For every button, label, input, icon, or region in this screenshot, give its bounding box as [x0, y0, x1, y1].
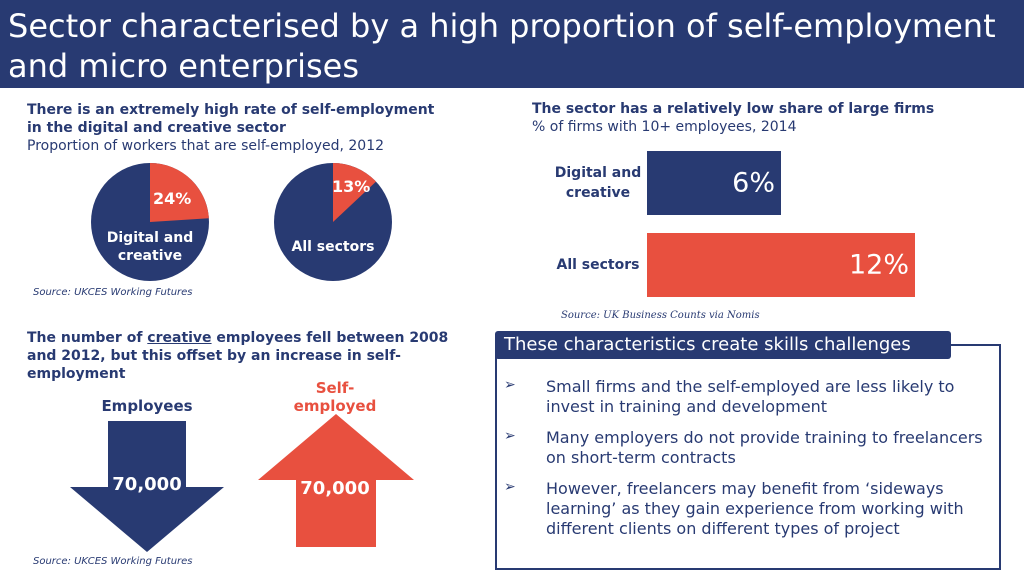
pie-all-sectors-label: All sectors: [291, 239, 375, 255]
bullet-arrow-icon: ➢: [504, 479, 516, 495]
bar-category-label: Digital and creative: [554, 165, 642, 201]
bullet-arrow-icon: ➢: [504, 428, 516, 444]
employment-change-source: Source: UKCES Working Futures: [33, 556, 193, 567]
bullet-arrow-icon: ➢: [504, 377, 516, 393]
large-firms-heading: The sector has a relatively low share of…: [532, 101, 935, 117]
large-firms-source: Source: UK Business Counts via Nomis: [561, 310, 760, 321]
employment-change-heading: The number of creative employees fell be…: [27, 329, 467, 383]
employment-change-heading-post: employees fell between 2008 and 2012, bu…: [27, 330, 449, 382]
self-employment-subheading: Proportion of workers that are self-empl…: [27, 138, 385, 154]
self-employed-value: 70,000: [300, 478, 370, 499]
self-employment-source: Source: UKCES Working Futures: [33, 287, 193, 298]
pie-all-sectors-slice: [333, 163, 377, 222]
pie-digital-creative-slice: [150, 163, 209, 222]
employees-label: Employees: [101, 397, 193, 415]
pie-digital-creative-label: Digital and creative: [106, 230, 194, 264]
pie-digital-creative: [91, 163, 209, 281]
bar-category-label: All sectors: [556, 257, 640, 273]
employment-change-heading-pre: The number of: [27, 330, 148, 346]
large-firms-subheading: % of firms with 10+ employees, 2014: [532, 119, 797, 135]
bar-1: 12%: [647, 233, 915, 297]
bar-0: 6%: [647, 151, 781, 215]
employment-change-heading-underlined: creative: [147, 330, 212, 346]
bar-value-label: 12%: [848, 249, 909, 281]
page-title: Sector characterised by a high proportio…: [8, 7, 996, 85]
pie-all-sectors: [274, 163, 392, 281]
self-employment-heading: There is an extremely high rate of self-…: [27, 102, 435, 136]
bar-value-label: 6%: [732, 167, 775, 199]
self-employed-label: Self- employed: [293, 379, 377, 415]
skills-item: Many employers do not provide training t…: [546, 428, 983, 467]
header-bar: Sector characterised by a high proportio…: [0, 0, 1024, 88]
employees-value: 70,000: [112, 474, 182, 495]
down-arrow-icon: [70, 421, 224, 552]
skills-challenges-title: These characteristics create skills chal…: [495, 331, 951, 359]
up-arrow-icon: [258, 414, 414, 547]
pie-all-sectors-value: 13%: [332, 177, 371, 196]
skills-item: However, freelancers may benefit from ‘s…: [546, 479, 964, 538]
pie-digital-creative-value: 24%: [153, 189, 192, 208]
skills-item: Small firms and the self-employed are le…: [546, 377, 955, 416]
